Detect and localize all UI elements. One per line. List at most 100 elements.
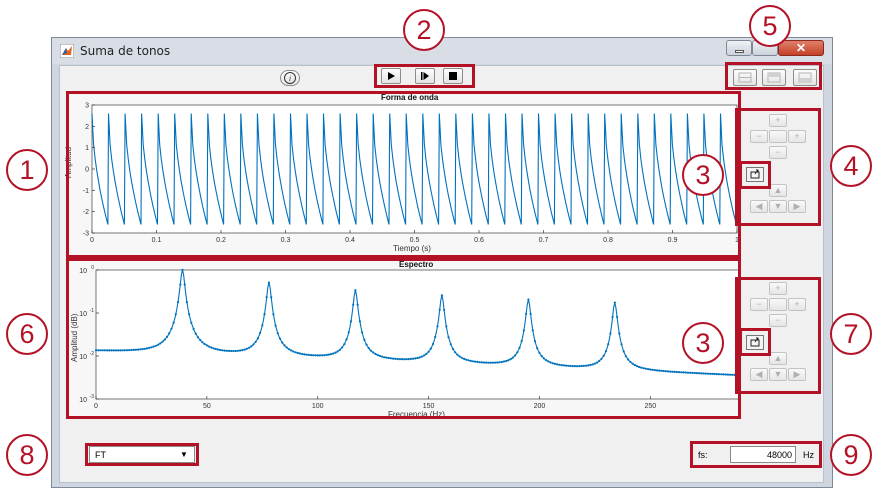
play-button[interactable] <box>381 68 401 84</box>
spectrum-point <box>560 364 563 367</box>
spectrum-point <box>172 321 175 324</box>
spectrum-point <box>593 362 597 365</box>
spectrum-zoom-in-y-button[interactable]: + <box>769 282 787 295</box>
spectrum-point <box>451 347 455 351</box>
spectrum-point <box>651 368 654 371</box>
spectrum-point <box>287 348 290 351</box>
callout-4: 4 <box>830 145 872 187</box>
spectrum-xtick-label: 150 <box>423 403 435 410</box>
spectrum-point <box>600 357 603 360</box>
spectrum-point <box>216 348 219 351</box>
spectrum-point <box>609 332 612 335</box>
spectrum-point <box>653 369 656 372</box>
waveform-pan-right-button[interactable]: ▶ <box>788 200 806 213</box>
fs-unit: Hz <box>803 450 814 460</box>
spectrum-point <box>438 308 441 311</box>
spectrum-point <box>221 349 224 352</box>
waveform-xtick-label: 0 <box>90 237 94 244</box>
spectrum-point <box>458 355 461 358</box>
layout-middle-button[interactable] <box>762 69 786 86</box>
waveform-zoom-out-x-button[interactable]: − <box>750 130 768 143</box>
spectrum-point <box>558 363 561 366</box>
spectrum-zoom-in-x-button[interactable]: + <box>788 298 806 311</box>
waveform-zoom-out-y-button[interactable]: − <box>769 146 787 159</box>
transform-dropdown[interactable]: FT ▼ <box>89 446 195 463</box>
spectrum-point <box>720 373 723 376</box>
spectrum-point <box>108 349 111 352</box>
spectrum-point <box>717 373 721 376</box>
spectrum-point <box>613 301 616 304</box>
spectrum-zoom-out-x-button[interactable]: − <box>750 298 768 311</box>
spectrum-zoom-out-y-button[interactable]: − <box>769 314 787 327</box>
spectrum-point <box>128 349 131 352</box>
spectrum-point <box>292 350 295 353</box>
stop-button[interactable] <box>443 68 463 84</box>
layout-top-button[interactable] <box>733 69 757 86</box>
spectrum-point <box>378 354 381 357</box>
spectrum-point <box>163 338 166 341</box>
waveform-xlabel: Tiempo (s) <box>393 244 431 253</box>
spectrum-pan-left-button[interactable]: ◀ <box>750 368 768 381</box>
spectrum-point <box>713 372 716 376</box>
spectrum-point <box>210 346 213 349</box>
spectrum-point <box>409 357 412 360</box>
spectrum-point <box>642 367 645 370</box>
waveform-ytick-label: -1 <box>83 188 89 195</box>
waveform-xtick-label: 0.8 <box>603 237 613 244</box>
waveform-reset-view-button[interactable] <box>769 130 787 143</box>
spectrum-point <box>542 357 545 360</box>
spectrum-point <box>622 350 625 353</box>
spectrum-point <box>387 356 390 360</box>
spectrum-point <box>518 346 521 349</box>
info-button[interactable]: i <box>280 70 300 86</box>
spectrum-point <box>400 358 404 361</box>
waveform-pan-up-button[interactable]: ▲ <box>769 184 787 197</box>
layout-bottom-button[interactable] <box>793 69 817 86</box>
fs-input[interactable]: 48000 <box>730 446 796 463</box>
spectrum-point <box>520 339 523 343</box>
highlight-box-5 <box>725 62 822 90</box>
spectrum-ytick-exponent: -1 <box>90 308 95 314</box>
spectrum-point <box>270 296 273 299</box>
minimize-button[interactable] <box>726 40 752 56</box>
spectrum-point <box>584 364 588 367</box>
spectrum-point <box>664 370 667 373</box>
spectrum-point <box>367 347 370 350</box>
spectrum-point <box>511 356 514 359</box>
spectrum-point <box>117 349 120 352</box>
spectrum-point <box>698 372 701 375</box>
title-bar[interactable] <box>52 38 832 64</box>
spectrum-export-button[interactable] <box>746 335 764 350</box>
spectrum-point <box>356 303 359 306</box>
step-play-button[interactable] <box>415 68 435 84</box>
spectrum-point <box>332 352 335 355</box>
transform-dropdown-value: FT <box>95 450 106 460</box>
spectrum-point <box>536 347 539 350</box>
waveform-zoom-in-x-button[interactable]: + <box>788 130 806 143</box>
spectrum-reset-view-button[interactable] <box>769 298 787 311</box>
spectrum-point <box>314 354 317 357</box>
spectrum-point <box>445 325 448 328</box>
spectrum-point <box>94 349 98 352</box>
waveform-export-button[interactable] <box>746 167 764 182</box>
spectrum-point <box>145 347 149 350</box>
close-button[interactable]: ✕ <box>778 40 824 56</box>
spectrum-point <box>201 341 204 344</box>
spectrum-point <box>143 347 146 350</box>
spectrum-point <box>414 357 417 360</box>
spectrum-pan-right-button[interactable]: ▶ <box>788 368 806 381</box>
spectrum-pan-up-button[interactable]: ▲ <box>769 352 787 365</box>
spectrum-point <box>675 370 679 374</box>
fs-label: fs: <box>698 450 708 460</box>
spectrum-point <box>327 353 330 356</box>
spectrum-point <box>334 351 337 354</box>
spectrum-point <box>644 367 648 370</box>
spectrum-pan-down-button[interactable]: ▼ <box>769 368 787 381</box>
spectrum-point <box>97 349 100 352</box>
spectrum-point <box>529 312 532 315</box>
spectrum-point <box>553 362 557 365</box>
waveform-zoom-in-y-button[interactable]: + <box>769 114 787 127</box>
waveform-pan-left-button[interactable]: ◀ <box>750 200 768 213</box>
spectrum-point <box>114 349 118 352</box>
waveform-pan-down-button[interactable]: ▼ <box>769 200 787 213</box>
